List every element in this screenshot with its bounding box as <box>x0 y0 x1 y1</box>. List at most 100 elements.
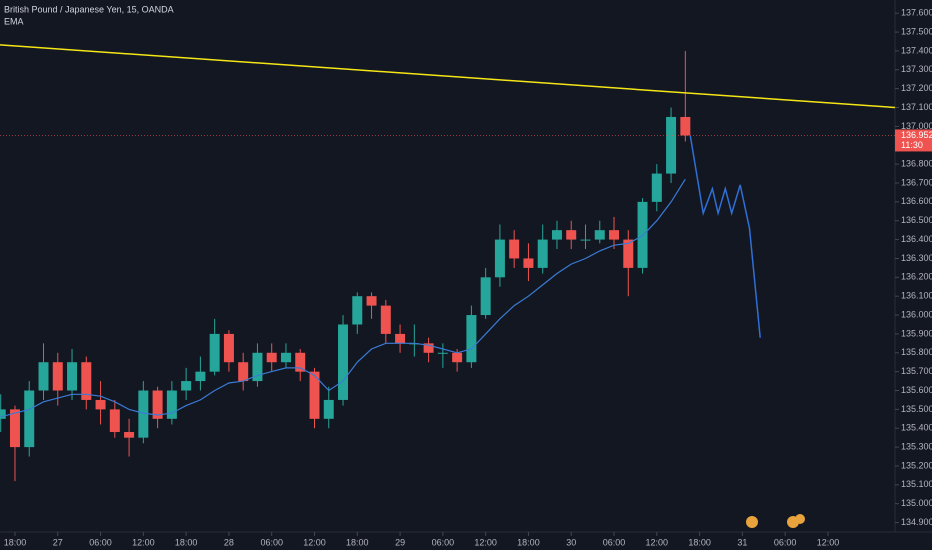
y-tick-label: 134.900 <box>901 517 932 527</box>
y-tick-label: 135.100 <box>901 479 932 489</box>
candle-body <box>566 230 577 240</box>
y-tick-label: 135.500 <box>901 404 932 414</box>
y-tick-label: 136.400 <box>901 234 932 244</box>
candle-body <box>280 352 291 363</box>
candle-body <box>238 362 249 382</box>
candle-body <box>309 371 320 419</box>
candle-body <box>195 371 206 382</box>
y-tick-label: 136.300 <box>901 253 932 263</box>
plot <box>0 44 896 482</box>
indicator-label: EMA <box>4 16 24 26</box>
y-tick-label: 137.600 <box>901 8 932 18</box>
x-tick-label: 06:00 <box>432 537 455 547</box>
candle-body <box>338 324 349 400</box>
x-tick-label: 12:00 <box>817 537 840 547</box>
x-tick-label: 18:00 <box>4 537 27 547</box>
x-tick-label: 12:00 <box>646 537 669 547</box>
candle-body <box>295 352 306 372</box>
y-tick-label: 135.300 <box>901 441 932 451</box>
y-tick-label: 137.500 <box>901 26 932 36</box>
candle-body <box>95 399 106 410</box>
y-tick-label: 137.400 <box>901 45 932 55</box>
candle-body <box>52 362 63 391</box>
trend-line <box>0 44 896 109</box>
candle-body <box>109 409 120 433</box>
candle-body <box>0 409 6 419</box>
candle-body <box>209 333 220 372</box>
x-tick-label: 18:00 <box>346 537 369 547</box>
y-tick-label: 135.400 <box>901 423 932 433</box>
event-icons[interactable] <box>746 514 805 528</box>
candle-body <box>181 381 192 391</box>
y-tick-label: 136.700 <box>901 177 932 187</box>
candle-body <box>38 362 49 391</box>
x-tick-label: 06:00 <box>774 537 797 547</box>
y-tick-label: 137.000 <box>901 121 932 131</box>
candle-body <box>266 352 277 363</box>
x-tick-label: 28 <box>224 537 234 547</box>
y-tick-label: 137.200 <box>901 83 932 93</box>
x-tick-label: 30 <box>566 537 576 547</box>
candle-body <box>223 333 234 363</box>
y-tick-label: 135.700 <box>901 366 932 376</box>
event-icon[interactable] <box>746 516 758 528</box>
x-tick-label: 06:00 <box>603 537 626 547</box>
candle-body <box>452 352 463 363</box>
projection-line <box>689 135 761 338</box>
y-tick-label: 135.900 <box>901 328 932 338</box>
candle-body <box>67 362 78 391</box>
candle-body <box>523 258 534 268</box>
candle-body <box>666 116 677 174</box>
candle-body <box>623 239 634 268</box>
y-tick-label: 137.100 <box>901 102 932 112</box>
y-tick-label: 136.200 <box>901 272 932 282</box>
candle-body <box>395 333 406 344</box>
candle-body <box>509 239 520 259</box>
candle-body <box>651 173 662 202</box>
candle-body <box>551 230 562 240</box>
event-icon[interactable] <box>795 514 805 524</box>
candle-body <box>24 390 35 448</box>
y-tick-label: 135.200 <box>901 460 932 470</box>
candle-body <box>366 296 377 306</box>
y-tick-label: 136.100 <box>901 291 932 301</box>
candle-body <box>480 277 491 316</box>
candle-body <box>380 305 391 334</box>
y-tick-label: 135.800 <box>901 347 932 357</box>
candle-body <box>637 201 648 268</box>
candle-body <box>252 352 263 382</box>
candle-body <box>352 296 363 325</box>
y-tick-label: 136.000 <box>901 309 932 319</box>
x-tick-label: 18:00 <box>688 537 711 547</box>
ema-line <box>0 178 686 418</box>
candle-body <box>81 362 92 400</box>
candle-body <box>609 230 620 240</box>
candle-body <box>423 343 434 353</box>
candle-body <box>138 390 149 438</box>
y-tick-label: 136.500 <box>901 215 932 225</box>
candle-body <box>537 239 548 268</box>
x-tick-label: 29 <box>395 537 405 547</box>
y-tick-label: 137.300 <box>901 64 932 74</box>
candle-body <box>166 390 177 419</box>
x-tick-label: 12:00 <box>132 537 155 547</box>
y-tick-label: 136.800 <box>901 159 932 169</box>
x-tick-label: 31 <box>737 537 747 547</box>
candle-body <box>323 399 334 419</box>
chart-title: British Pound / Japanese Yen, 15, OANDA <box>4 4 174 14</box>
candle-body <box>680 116 691 136</box>
x-tick-label: 18:00 <box>175 537 198 547</box>
x-tick-label: 06:00 <box>89 537 112 547</box>
candle-body <box>580 239 591 241</box>
y-tick-label: 136.600 <box>901 196 932 206</box>
candle-body <box>494 239 505 278</box>
candle-body <box>9 409 20 448</box>
x-tick-label: 18:00 <box>517 537 540 547</box>
x-tick-label: 27 <box>53 537 63 547</box>
x-tick-label: 12:00 <box>303 537 326 547</box>
x-tick-label: 12:00 <box>474 537 497 547</box>
last-price-label: 136.952 <box>901 130 932 140</box>
countdown-label: 11:30 <box>901 140 923 150</box>
